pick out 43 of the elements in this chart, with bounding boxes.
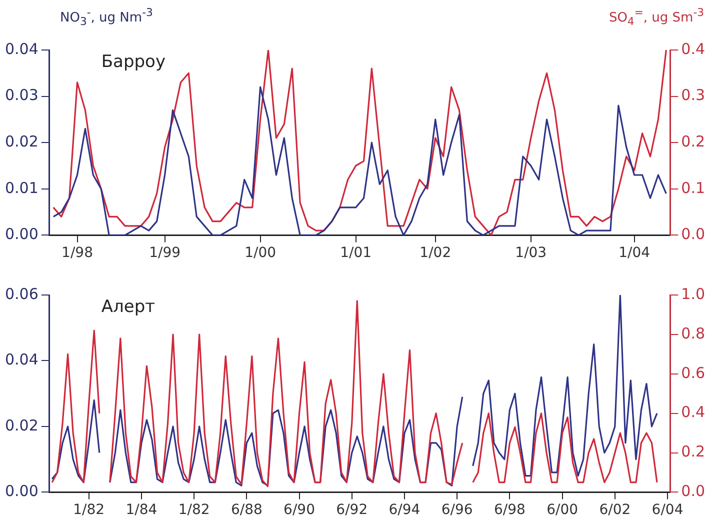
x-tick-label: 6/02: [599, 502, 631, 518]
y2-tick-label: 0.1: [681, 178, 706, 197]
y-tick-label: 0.06: [4, 284, 38, 303]
chart-title: Барроу: [101, 52, 166, 72]
x-tick-label: 6/98: [494, 502, 526, 518]
x-tick-label: 1/03: [515, 245, 547, 262]
y2-tick-label: 1.0: [681, 284, 706, 303]
x-tick-label: 1/04: [618, 245, 650, 262]
x-tick-label: 1/98: [62, 245, 93, 262]
y2-axis-title: SO$_{4}$$^{=}$, ug Sm$^{-3}$: [608, 6, 704, 28]
y2-tick-label: 0.0: [681, 482, 706, 500]
x-tick-label: 1/01: [340, 245, 372, 262]
y-tick-label: 0.04: [4, 350, 38, 369]
x-tick-label: 1/02: [420, 245, 452, 262]
y-tick-label: 0.03: [4, 86, 38, 104]
x-tick-label: 1/99: [149, 245, 181, 262]
y2-tick-label: 0.2: [681, 132, 706, 150]
x-tick-label: 6/00: [546, 502, 578, 518]
y2-tick-label: 0.4: [681, 403, 706, 422]
y-tick-label: 0.00: [4, 225, 38, 244]
x-tick-label: 6/04: [652, 502, 684, 518]
y2-tick-label: 0.6: [681, 364, 706, 382]
y-tick-label: 0.02: [4, 132, 38, 150]
x-tick-label: 6/92: [336, 502, 368, 518]
chart-title: Алерт: [101, 296, 156, 317]
y2-tick-label: 0.0: [681, 225, 706, 244]
y-tick-label: 0.02: [4, 416, 38, 434]
y-tick-label: 0.04: [4, 40, 38, 58]
x-tick-label: 1/82: [178, 502, 210, 518]
x-tick-label: 1/82: [73, 502, 105, 518]
y-tick-label: 0.00: [4, 482, 38, 500]
y2-tick-label: 0.8: [681, 324, 706, 342]
y2-tick-label: 0.3: [681, 86, 706, 104]
y-tick-label: 0.01: [4, 178, 38, 197]
x-tick-label: 6/90: [284, 502, 315, 518]
x-tick-label: 6/88: [230, 502, 262, 518]
y2-tick-label: 0.2: [681, 442, 706, 461]
y-axis-title: NO$_{3}$$^{-}$, ug Nm$^{-3}$: [60, 6, 153, 28]
y2-tick-label: 0.4: [681, 40, 706, 58]
x-tick-label: 1/84: [126, 502, 158, 518]
x-tick-label: 1/00: [244, 245, 276, 262]
x-tick-label: 6/96: [441, 502, 473, 518]
x-tick-label: 6/94: [388, 502, 420, 518]
